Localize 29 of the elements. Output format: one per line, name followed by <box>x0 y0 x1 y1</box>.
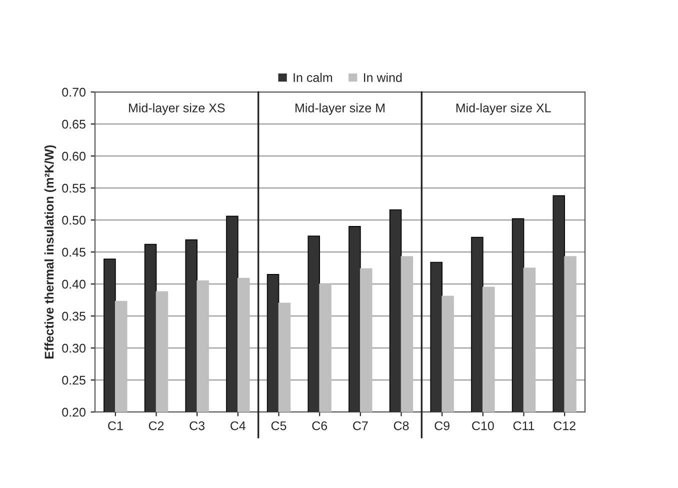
legend-label: In calm <box>294 72 332 82</box>
x-tick-label: C5 <box>271 421 286 430</box>
y-tick-label: 0.25 <box>62 376 86 385</box>
x-tick-label: C9 <box>434 421 450 430</box>
x-tick-label: C10 <box>472 421 494 430</box>
x-tick-label: C3 <box>190 421 205 430</box>
x-tick-label: C11 <box>513 421 534 430</box>
x-tick-label: C12 <box>554 421 576 430</box>
y-tick-label: 0.50 <box>62 216 86 225</box>
y-tick-label: 0.45 <box>62 248 86 257</box>
y-tick-label: 0.65 <box>62 120 86 129</box>
x-tick-label: C2 <box>148 421 164 430</box>
annotation: Mid-layer size XS <box>129 103 225 115</box>
y-tick-label: 0.70 <box>62 88 86 97</box>
y-tick-label: 0.60 <box>62 152 86 161</box>
y-axis-title: Effective thermal insulation (m²K/W) <box>44 145 56 358</box>
y-tick-label: 0.20 <box>62 408 86 417</box>
x-tick-label: C8 <box>394 421 409 430</box>
annotation: Mid-layer size XL <box>456 103 551 115</box>
x-tick-label: C1 <box>108 421 123 430</box>
legend-label: In wind <box>364 72 402 82</box>
y-tick-label: 0.40 <box>62 280 86 289</box>
annotation: Mid-layer size M <box>296 103 384 115</box>
y-tick-label: 0.30 <box>62 344 86 353</box>
x-tick-label: C4 <box>230 421 246 430</box>
y-tick-label: 0.55 <box>62 184 86 193</box>
x-tick-label: C7 <box>353 421 368 430</box>
x-tick-label: C6 <box>312 421 328 430</box>
y-tick-label: 0.35 <box>62 312 86 321</box>
